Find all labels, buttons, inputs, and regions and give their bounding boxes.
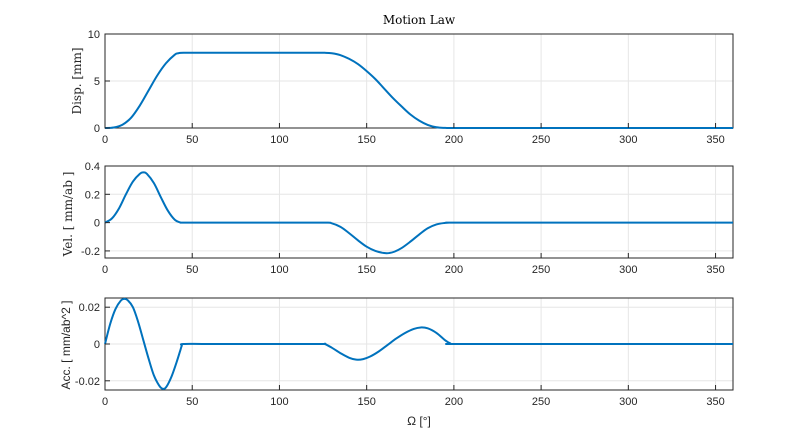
acceleration-x-tick-label-7: 350	[706, 396, 724, 408]
velocity-x-tick-label-3: 150	[357, 264, 375, 276]
acceleration-x-tick-label-0: 0	[102, 396, 108, 408]
displacement-y-tick-label-1: 5	[94, 76, 100, 88]
acceleration-x-tick-labels: 0 50 100 150 200 250 300 350	[102, 385, 725, 408]
acceleration-x-tick-label-2: 100	[270, 396, 288, 408]
acceleration-y-axis-label: Acc. [ mm/ab^2 ]	[59, 301, 73, 390]
velocity-y-tick-label-3: 0.4	[85, 161, 100, 173]
displacement-x-tick-label-5: 250	[532, 134, 550, 146]
velocity-y-tick-label-1: 0	[94, 218, 100, 230]
velocity-x-tick-label-1: 50	[186, 264, 198, 276]
displacement-x-tick-label-2: 100	[270, 134, 288, 146]
displacement-x-tick-label-3: 150	[357, 134, 375, 146]
displacement-grid	[104, 33, 733, 129]
velocity-x-tick-label-7: 350	[706, 264, 724, 276]
displacement-y-tick-labels: 0 5 10	[88, 29, 110, 135]
displacement-x-tick-label-6: 300	[619, 134, 637, 146]
velocity-x-tick-label-6: 300	[619, 264, 637, 276]
velocity-axes-box	[104, 165, 734, 259]
acceleration-x-tick-label-5: 250	[532, 396, 550, 408]
acceleration-x-tick-label-4: 200	[445, 396, 463, 408]
displacement-y-axis-label: Disp. [mm]	[70, 47, 84, 114]
velocity-x-tick-label-0: 0	[102, 264, 108, 276]
displacement-y-tick-label-0: 0	[94, 123, 100, 135]
acceleration-curve	[104, 297, 733, 390]
displacement-x-tick-label-0: 0	[102, 134, 108, 146]
displacement-x-tick-label-4: 200	[445, 134, 463, 146]
chart-title: Motion Law	[383, 13, 456, 27]
acceleration-x-tick-label-1: 50	[186, 396, 198, 408]
displacement-panel: 0 50 100 150 200 250 300 350 0 5 10 Motion Law Di…	[70, 13, 734, 146]
acceleration-x-tick-label-3: 150	[357, 396, 375, 408]
acceleration-y-tick-label-2: 0.02	[79, 302, 100, 314]
acceleration-y-tick-label-1: 0	[94, 339, 100, 351]
displacement-x-tick-label-7: 350	[706, 134, 724, 146]
velocity-y-tick-label-2: 0.2	[85, 189, 100, 201]
displacement-y-tick-label-2: 10	[88, 29, 100, 41]
velocity-x-tick-label-2: 100	[270, 264, 288, 276]
velocity-y-axis-label: Vel. [ mm/ab ]	[61, 172, 75, 258]
displacement-x-tick-labels: 0 50 100 150 200 250 300 350	[102, 123, 725, 146]
velocity-grid	[104, 165, 733, 258]
velocity-x-tick-label-4: 200	[445, 264, 463, 276]
acceleration-y-tick-labels: -0.02 0 0.02	[75, 302, 110, 388]
acceleration-y-tick-label-0: -0.02	[75, 376, 100, 388]
acceleration-x-tick-label-6: 300	[619, 396, 637, 408]
x-axis-label: Ω [°]	[407, 414, 431, 428]
velocity-y-tick-labels: -0.2 0 0.2 0.4	[81, 161, 110, 258]
displacement-x-tick-label-1: 50	[186, 134, 198, 146]
velocity-y-tick-label-0: -0.2	[81, 246, 100, 258]
velocity-panel: 0 50 100 150 200 250 300 350 -0.200.20.4 Vel. […	[61, 161, 734, 276]
velocity-x-tick-labels: 0 50 100 150 200 250 300 350	[102, 253, 725, 276]
velocity-curve	[104, 171, 733, 255]
displacement-curve	[104, 51, 733, 130]
velocity-x-tick-label-5: 250	[532, 264, 550, 276]
